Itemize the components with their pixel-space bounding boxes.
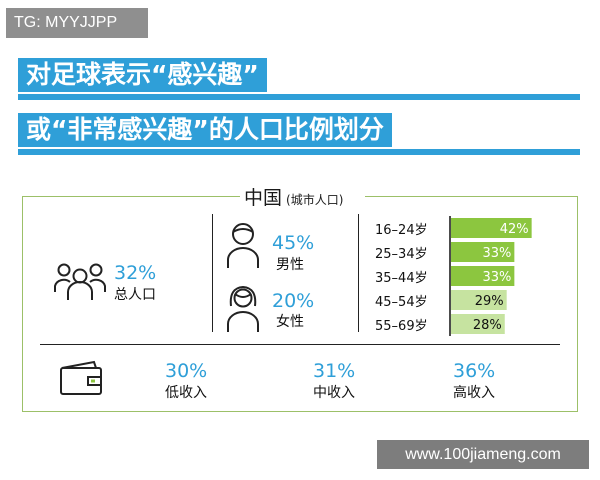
bottom-watermark: www.100jiameng.com [377,440,589,469]
age-label: 35–44岁 [375,271,428,286]
age-label: 55–69岁 [375,319,428,334]
female-percent: 20% [272,290,315,312]
title-underline-1 [18,94,580,100]
high-income-label: 高收入 [453,385,495,401]
column-divider-2 [358,214,359,332]
female-label: 女性 [276,314,304,330]
age-bar [451,266,515,286]
age-bar [451,290,507,310]
section-name: 中国 [244,187,283,209]
high-income-percent: 36% [453,360,496,382]
total-label: 总人口 [114,287,156,303]
age-label: 45–54岁 [375,295,428,310]
column-divider-1 [212,214,213,332]
people-group-icon [54,263,106,300]
section-subtitle: (城市人口) [286,193,344,207]
low-income-percent: 30% [165,360,208,382]
male-percent: 45% [272,232,315,254]
age-bar-value-label: 33% [482,270,511,285]
age-bar-value-label: 33% [482,246,511,261]
age-bar [451,314,505,334]
wallet-icon [60,360,102,395]
age-label: 25–34岁 [375,247,428,262]
age-bar-value-label: 42% [500,222,529,237]
total-percent: 32% [114,262,157,284]
mid-income-label: 中收入 [313,385,355,401]
row-divider [40,344,560,345]
age-bar [451,218,532,238]
title-line-1: 对足球表示“感兴趣” [18,58,267,92]
age-bar-value-label: 28% [473,318,502,333]
section-title: 中国 (城市人口) [244,187,343,211]
age-bar-value-label: 29% [475,294,504,309]
mid-income-percent: 31% [313,360,356,382]
age-bar [451,242,515,262]
female-person-icon [227,285,259,332]
male-person-icon [227,223,259,268]
title-line-2: 或“非常感兴趣”的人口比例划分 [18,113,392,147]
top-watermark: TG: MYYJJPP [6,8,148,38]
age-bar-chart: 42% 33% 33% 29% 28% [449,216,532,336]
title-underline-2 [18,149,580,155]
low-income-label: 低收入 [165,385,207,401]
age-label: 16–24岁 [375,223,428,238]
male-label: 男性 [276,257,304,273]
